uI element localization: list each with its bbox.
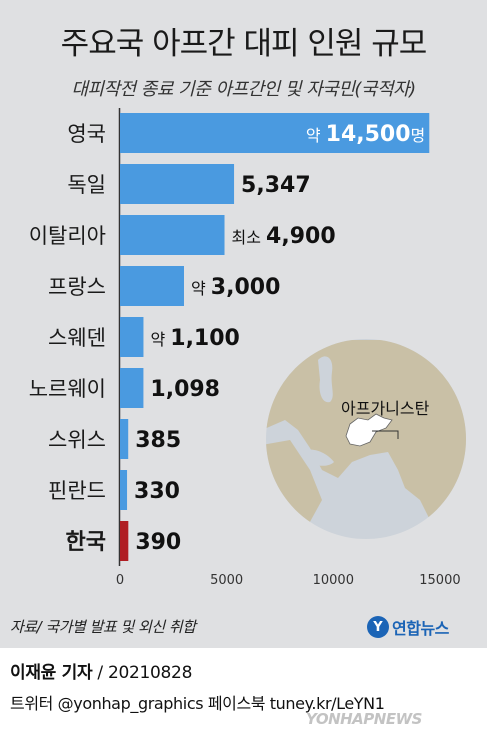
x-ticks-group: 0 5000 10000 15000 xyxy=(116,573,461,588)
value-label: 330 xyxy=(134,479,180,504)
chart-title: 주요국 아프간 대피 인원 규모 xyxy=(60,26,428,62)
category-label: 노르웨이 xyxy=(29,377,106,401)
category-label: 프랑스 xyxy=(48,275,106,299)
value-label: 385 xyxy=(135,428,181,453)
bar xyxy=(120,164,235,204)
value-label: 최소 4,900 xyxy=(232,224,336,249)
map-inset: 아프가니스탄 xyxy=(266,339,466,539)
value-label: 약 14,500명 xyxy=(306,122,425,147)
sns-links: 트위터 @yonhap_graphics 페이스북 tuney.kr/LeYN1 xyxy=(10,694,385,713)
category-label: 영국 xyxy=(67,122,106,146)
afghanistan-shape xyxy=(345,413,393,447)
credit-line: 이재윤 기자 / 20210828 xyxy=(10,658,192,683)
category-label: 한국 xyxy=(66,530,106,555)
bar xyxy=(120,266,184,306)
yonhap-logo: Y 연합뉴스 xyxy=(367,614,449,640)
chart-panel xyxy=(0,0,487,648)
x-tick-label: 15000 xyxy=(419,573,460,588)
category-label: 스웨덴 xyxy=(48,326,106,350)
reporter-name: 이재윤 기자 xyxy=(10,663,93,683)
category-label: 독일 xyxy=(67,173,106,197)
yonhap-logo-icon: Y xyxy=(367,616,389,638)
bar xyxy=(120,419,129,459)
value-label: 약 1,100 xyxy=(150,326,239,351)
source-note: 자료/ 국가별 발표 및 외신 취합 xyxy=(10,618,196,636)
x-tick-label: 0 xyxy=(116,573,124,588)
category-label: 이탈리아 xyxy=(29,224,106,248)
bar xyxy=(120,521,129,561)
value-label: 5,347 xyxy=(241,173,311,198)
bar xyxy=(120,113,430,153)
map-sea-gulf xyxy=(300,449,334,466)
value-label: 390 xyxy=(135,530,181,555)
x-tick-label: 10000 xyxy=(313,573,354,588)
value-label: 약 3,000 xyxy=(191,275,280,300)
map-label: 아프가니스탄 xyxy=(341,399,430,418)
x-tick-label: 5000 xyxy=(210,573,243,588)
bar xyxy=(120,317,144,357)
map-label-leader xyxy=(372,430,399,439)
map-sea-caspian xyxy=(318,356,333,403)
watermark: YONHAPNEWS xyxy=(306,710,422,728)
bar xyxy=(120,470,128,510)
bar xyxy=(120,215,225,255)
category-label: 핀란드 xyxy=(48,479,106,503)
bar xyxy=(120,368,144,408)
chart-subtitle: 대피작전 종료 기준 아프간인 및 자국민(국적자) xyxy=(71,79,416,100)
value-label: 1,098 xyxy=(150,377,220,402)
category-label: 스위스 xyxy=(48,428,106,452)
credit-date: / 20210828 xyxy=(92,663,193,683)
yonhap-logo-text: 연합뉴스 xyxy=(392,619,449,638)
